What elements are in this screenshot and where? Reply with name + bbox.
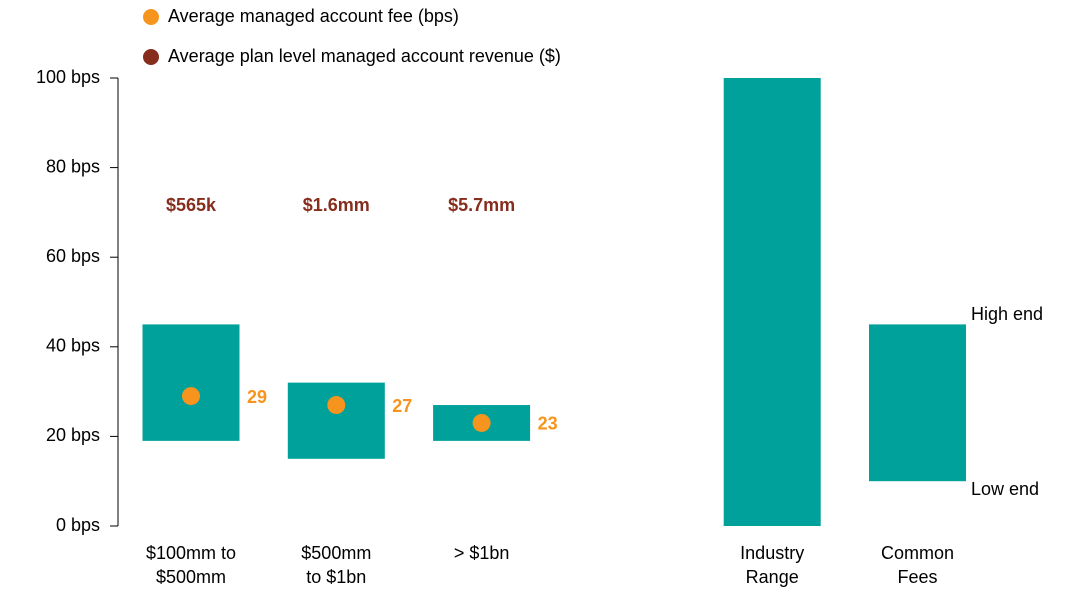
fee-label: 29 — [247, 387, 267, 407]
range-bar — [869, 324, 966, 482]
fee-label: 23 — [538, 414, 558, 434]
annotation: High end — [971, 304, 1043, 324]
x-tick-label: Range — [746, 567, 799, 587]
x-tick-label: Common — [881, 543, 954, 563]
legend-marker — [143, 9, 159, 25]
fee-label: 27 — [392, 396, 412, 416]
range-bar — [142, 324, 240, 441]
revenue-label: $5.7mm — [448, 195, 515, 215]
y-tick-label: 40 bps — [46, 336, 100, 356]
x-tick-label: > $1bn — [454, 543, 510, 563]
y-tick-label: 20 bps — [46, 425, 100, 445]
range-bar — [287, 382, 385, 459]
fee-dot — [327, 396, 346, 415]
legend-label: Average managed account fee (bps) — [168, 6, 459, 26]
fee-dot — [182, 387, 200, 406]
y-tick-label: 60 bps — [46, 246, 100, 266]
legend-label: Average plan level managed account reven… — [168, 46, 561, 66]
x-tick-label: to $1bn — [306, 567, 366, 587]
range-bar — [723, 78, 821, 526]
x-tick-label: Fees — [897, 567, 937, 587]
fee-dot — [472, 413, 491, 432]
y-tick-label: 100 bps — [36, 67, 100, 87]
x-tick-label: $100mm to — [146, 543, 236, 563]
y-tick-label: 80 bps — [46, 156, 100, 176]
legend-marker — [143, 49, 159, 65]
x-tick-label: Industry — [740, 543, 804, 563]
revenue-label: $1.6mm — [303, 195, 370, 215]
annotation: Low end — [971, 479, 1039, 499]
revenue-label: $565k — [166, 195, 217, 215]
x-tick-label: $500mm — [301, 543, 371, 563]
y-tick-label: 0 bps — [56, 515, 100, 535]
x-tick-label: $500mm — [156, 567, 226, 587]
